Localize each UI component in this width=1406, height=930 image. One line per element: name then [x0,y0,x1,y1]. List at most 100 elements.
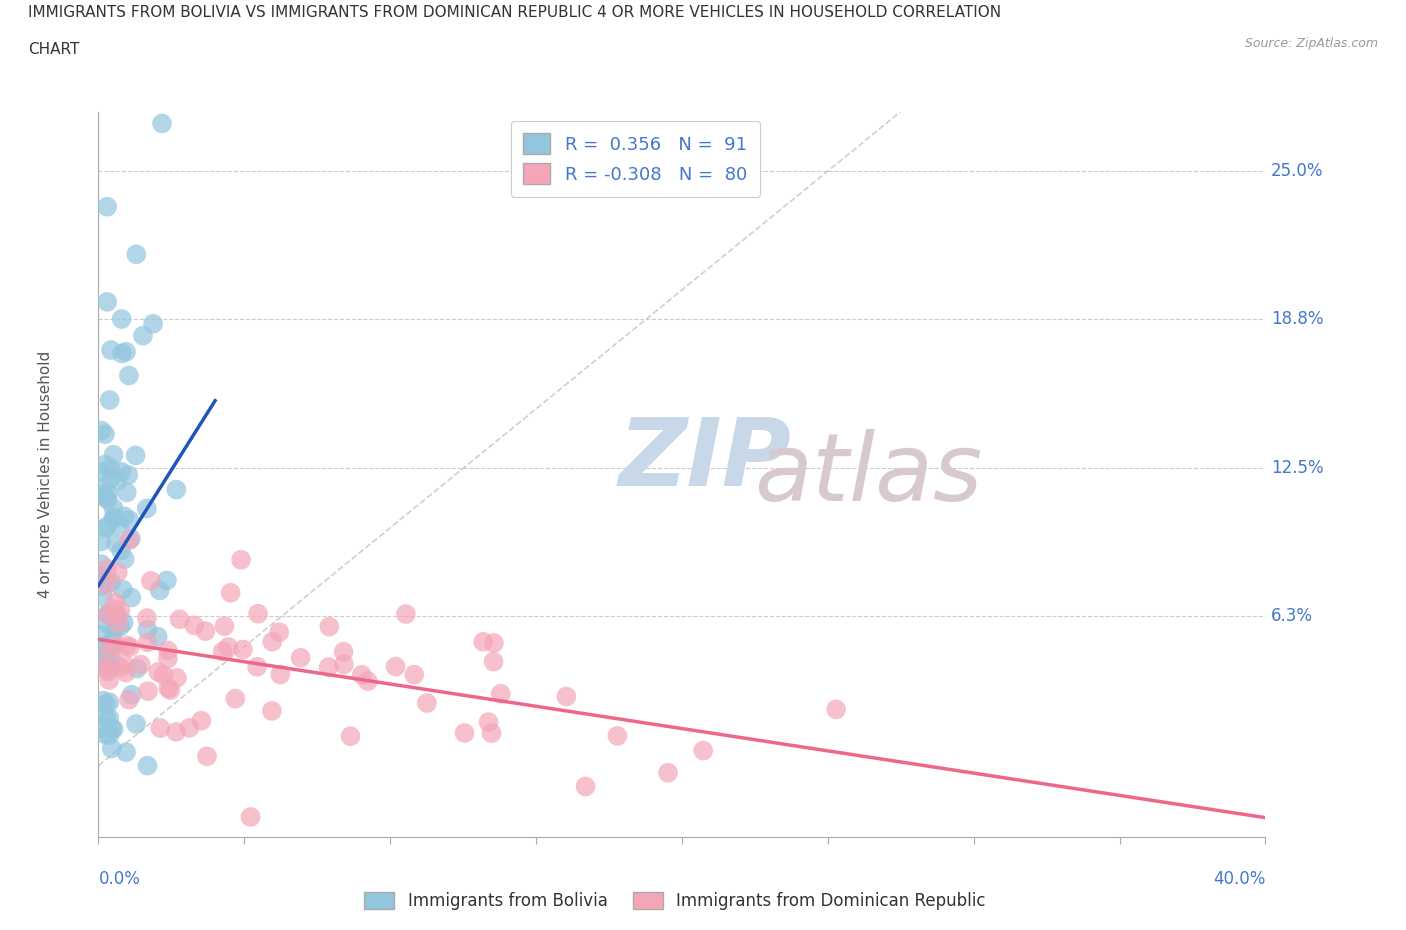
Point [90,649,112,664]
Point [136,635,159,650]
Point [91,590,114,604]
Point [97,606,120,621]
Point [98,672,121,687]
Point [105,608,128,623]
Point [110,604,132,618]
Point [332,644,354,659]
Point [104,536,127,551]
Point [156,651,179,666]
Point [98,392,121,407]
Point [100,471,122,485]
Point [269,625,291,640]
Point [118,533,141,548]
Point [115,745,138,760]
Point [135,611,157,626]
Point [124,448,146,463]
Text: 6.3%: 6.3% [1271,606,1313,625]
Legend: R =  0.356   N =  91, R = -0.308   N =  80: R = 0.356 N = 91, R = -0.308 N = 80 [510,121,759,196]
Point [195,749,218,764]
Point [90,578,112,593]
Text: 12.5%: 12.5% [1271,459,1324,477]
Point [165,724,187,739]
Text: 0.0%: 0.0% [98,870,141,887]
Point [96,295,118,310]
Point [101,637,124,652]
Point [110,543,132,558]
Point [219,585,242,600]
Point [118,692,141,707]
Point [318,619,340,634]
Point [111,312,134,326]
Point [229,552,252,567]
Point [97,664,120,679]
Point [108,660,131,675]
Point [100,342,122,357]
Point [112,509,135,524]
Point [110,618,132,633]
Point [90,557,112,572]
Point [339,729,361,744]
Text: Source: ZipAtlas.com: Source: ZipAtlas.com [1244,37,1378,50]
Point [97,617,120,631]
Point [100,658,122,673]
Point [104,638,127,653]
Point [118,640,141,655]
Point [97,493,120,508]
Point [90,423,112,438]
Point [262,634,284,649]
Point [103,512,125,526]
Text: 40.0%: 40.0% [1213,870,1265,887]
Point [96,661,118,676]
Point [108,517,131,532]
Point [94,727,117,742]
Point [94,578,117,592]
Point [115,638,138,653]
Point [156,573,179,588]
Text: 4 or more Vehicles in Household: 4 or more Vehicles in Household [38,351,53,598]
Text: IMMIGRANTS FROM BOLIVIA VS IMMIGRANTS FROM DOMINICAN REPUBLIC 4 OR MORE VEHICLES: IMMIGRANTS FROM BOLIVIA VS IMMIGRANTS FR… [28,5,1001,20]
Point [104,622,127,637]
Point [477,714,499,729]
Point [97,607,120,622]
Point [103,510,125,525]
Point [103,722,125,737]
Point [139,574,162,589]
Point [132,328,155,343]
Point [165,482,187,497]
Point [97,486,120,501]
Point [121,687,143,702]
Point [260,703,283,718]
Point [169,612,191,627]
Point [692,743,714,758]
Point [246,659,269,674]
Point [101,638,124,653]
Point [211,644,233,658]
Point [247,606,270,621]
Point [104,595,127,610]
Point [111,346,134,361]
Point [333,657,356,671]
Point [112,615,135,630]
Point [91,486,114,501]
Point [224,691,246,706]
Point [93,639,115,654]
Point [555,689,578,704]
Point [94,427,117,442]
Point [357,673,380,688]
Point [472,634,495,649]
Text: 25.0%: 25.0% [1271,162,1323,180]
Point [117,468,139,483]
Point [90,628,112,643]
Point [482,654,505,669]
Point [482,635,505,650]
Point [269,667,291,682]
Point [136,758,159,773]
Point [239,809,262,824]
Point [136,622,159,637]
Point [214,618,236,633]
Point [148,664,170,679]
Legend: Immigrants from Bolivia, Immigrants from Dominican Republic: Immigrants from Bolivia, Immigrants from… [357,885,993,917]
Point [125,661,148,676]
Point [93,649,115,664]
Point [135,501,157,516]
